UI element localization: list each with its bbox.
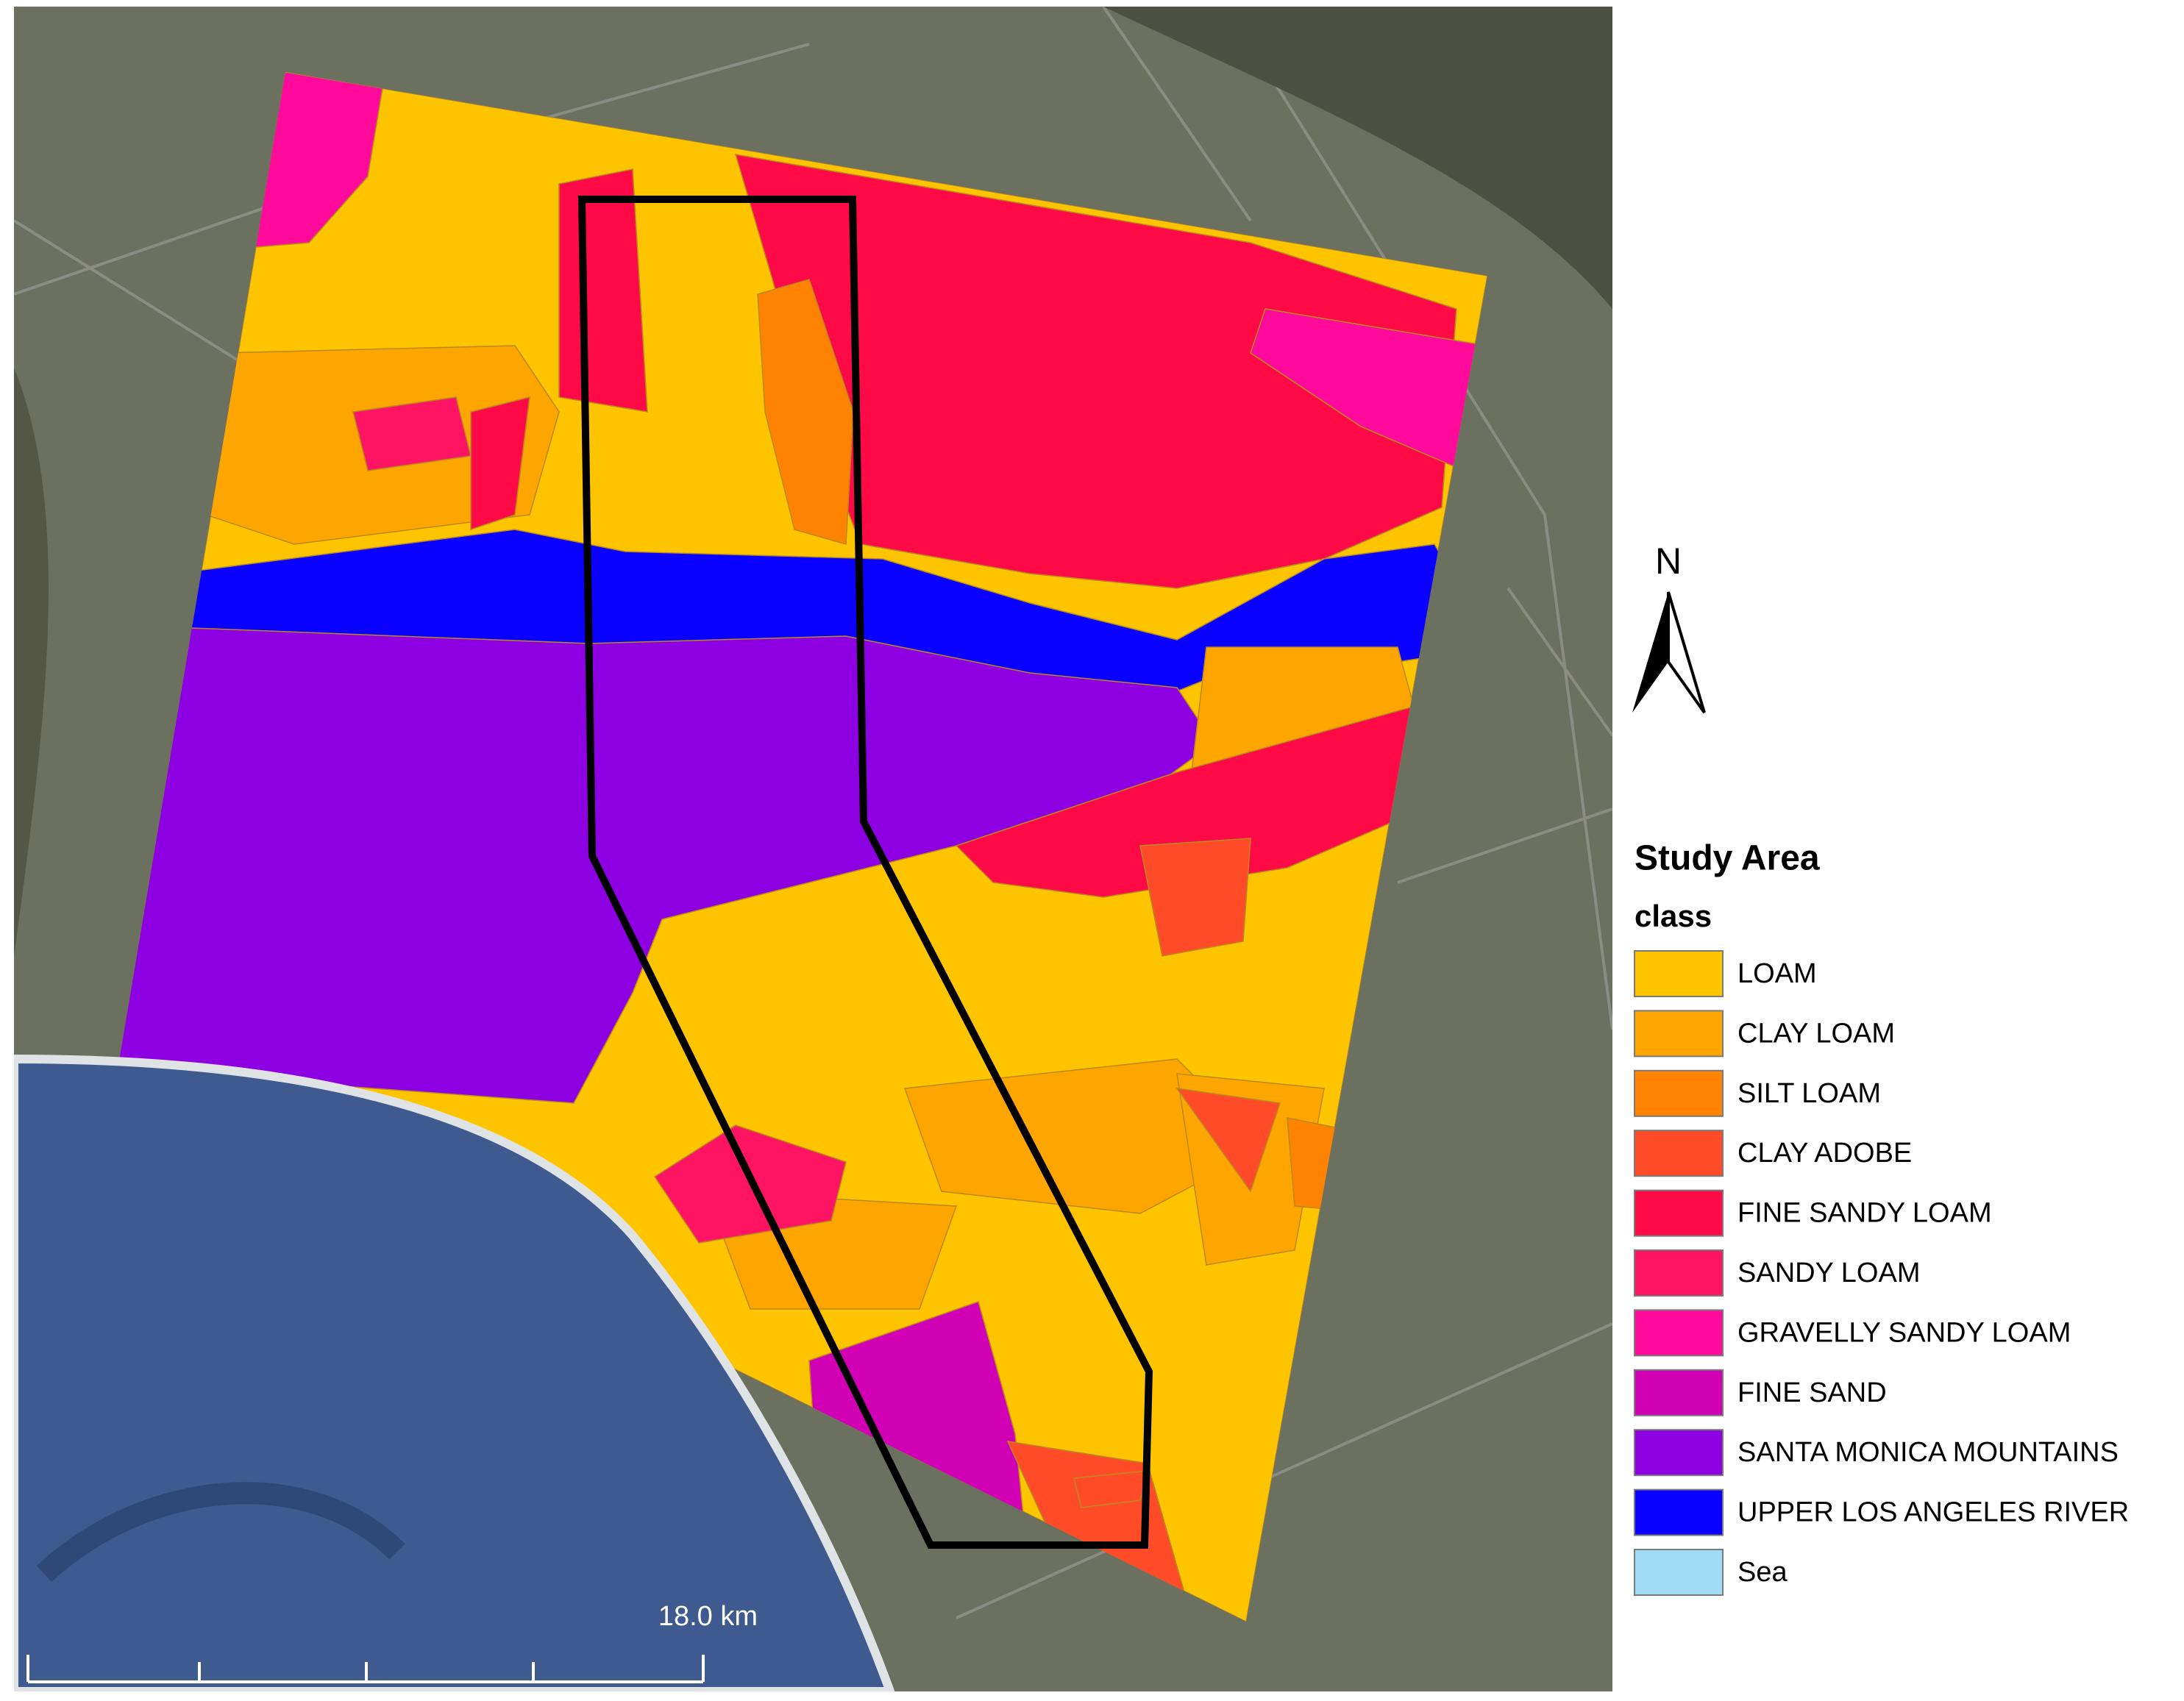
north-arrow bbox=[1667, 591, 1706, 714]
roads bbox=[14, 7, 1612, 1619]
legend-subtitle: class bbox=[1635, 899, 1712, 933]
legend-title: Study Area bbox=[1635, 839, 1820, 878]
scale-bar bbox=[26, 1655, 705, 1683]
legend-swatch bbox=[1634, 1069, 1724, 1117]
soil-map bbox=[118, 72, 1487, 1622]
legend-label: SANTA MONICA MOUNTAINS bbox=[1737, 1437, 2119, 1468]
legend-label: LOAM bbox=[1737, 958, 1817, 989]
legend-label: GRAVELLY SANDY LOAM bbox=[1737, 1317, 2071, 1348]
legend-swatch bbox=[1634, 1010, 1724, 1058]
legend-label: CLAY ADOBE bbox=[1737, 1138, 1912, 1169]
soil-polygon bbox=[1175, 1088, 1281, 1193]
legend-swatch bbox=[1634, 950, 1724, 997]
legend-label: FINE SANDY LOAM bbox=[1737, 1198, 1992, 1229]
north-arrow bbox=[1632, 592, 1668, 713]
soil-polygon bbox=[470, 396, 530, 531]
ocean bbox=[14, 1054, 895, 1691]
legend-swatch bbox=[1634, 1429, 1724, 1477]
legend-swatch bbox=[1634, 1189, 1724, 1237]
legend-swatch bbox=[1634, 1488, 1724, 1536]
legend-label: Sea bbox=[1737, 1557, 1788, 1588]
legend-label: SILT LOAM bbox=[1737, 1078, 1881, 1109]
legend-swatch bbox=[1634, 1309, 1724, 1357]
legend-label: FINE SAND bbox=[1737, 1377, 1887, 1408]
legend-swatch bbox=[1634, 1549, 1724, 1596]
legend-label: SANDY LOAM bbox=[1737, 1258, 1920, 1288]
soil-polygon bbox=[1139, 838, 1251, 957]
scale-bar-label: 18.0 km bbox=[658, 1601, 758, 1632]
legend-label: UPPER LOS ANGELES RIVER bbox=[1737, 1497, 2129, 1528]
legend-swatch bbox=[1634, 1249, 1724, 1297]
soil-polygon bbox=[1073, 1470, 1148, 1508]
soil-polygon bbox=[558, 168, 648, 413]
north-label: N bbox=[1655, 541, 1682, 582]
legend-swatch bbox=[1634, 1130, 1724, 1177]
soil-polygon bbox=[757, 279, 854, 545]
legend-label: CLAY LOAM bbox=[1737, 1018, 1895, 1049]
legend-swatch bbox=[1634, 1369, 1724, 1416]
mountains bbox=[1103, 7, 1612, 309]
soil-polygon bbox=[1250, 308, 1487, 472]
study-area-outline bbox=[577, 196, 1153, 1549]
mountains bbox=[14, 368, 49, 956]
